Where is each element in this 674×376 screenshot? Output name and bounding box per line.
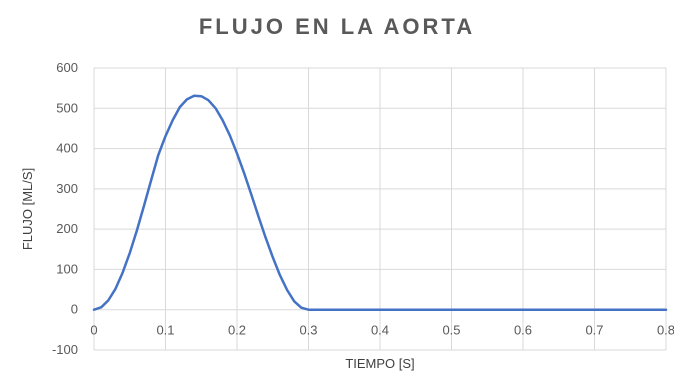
y-tick-label: 600 [56, 60, 78, 75]
x-tick-label: 0.2 [228, 323, 246, 338]
y-tick-label: 500 [56, 100, 78, 115]
series-line [92, 94, 668, 311]
chart-title: FLUJO EN LA AORTA [198, 14, 476, 39]
y-tick-label: 200 [56, 221, 78, 236]
y-axis-label: FLUJO [ML/S] [20, 168, 35, 250]
x-tick-label: 0.4 [371, 323, 389, 338]
x-axis-label: TIEMPO [S] [345, 356, 414, 371]
x-tick-label: 0.5 [442, 323, 460, 338]
y-tick-label: -100 [52, 342, 78, 357]
x-tick-label: 0.3 [299, 323, 317, 338]
y-tick-label: 300 [56, 181, 78, 196]
y-tick-label: 400 [56, 141, 78, 156]
y-tick-label: 0 [71, 302, 78, 317]
x-tick-label: 0.1 [156, 323, 174, 338]
gridlines [93, 67, 667, 351]
y-tick-label: 100 [56, 261, 78, 276]
x-tick-label: 0.8 [657, 323, 674, 338]
data-series [92, 94, 668, 311]
x-tick-label: 0 [90, 323, 97, 338]
x-tick-label: 0.7 [585, 323, 603, 338]
x-tick-label: 0.6 [514, 323, 532, 338]
tick-labels: -100 0 100 200 300 400 500 600 0 0.1 0.2 0.3 0.4 0.5 0… [52, 60, 674, 357]
